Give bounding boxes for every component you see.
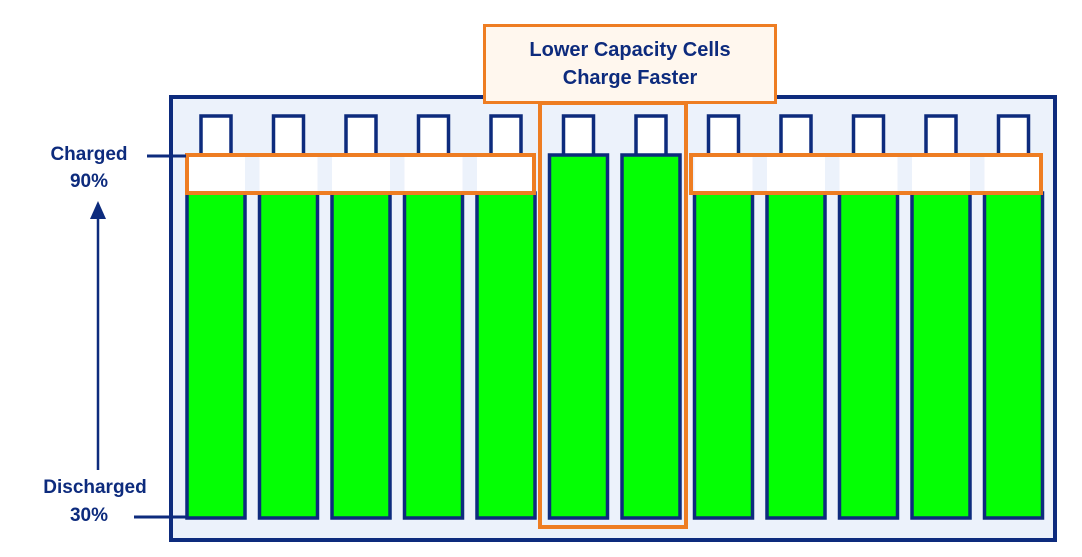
cell-terminal (924, 114, 958, 160)
battery-cell (547, 114, 610, 520)
cell-charge-fill (257, 191, 320, 520)
cell-charge-fill (547, 153, 610, 520)
battery-cell (837, 114, 900, 520)
cell-charge-fill (475, 191, 537, 520)
cell-terminal (851, 114, 886, 160)
cell-headroom (912, 155, 970, 193)
cell-charge-fill (910, 191, 972, 520)
callout-line-2: Charge Faster (562, 67, 698, 89)
callout-box: Lower Capacity Cells Charge Faster (483, 24, 777, 104)
cell-terminal (416, 114, 451, 160)
battery-cell (692, 114, 755, 520)
uncharged-gap-highlight-right (689, 153, 1043, 195)
battery-cell (475, 114, 537, 520)
cell-charge-fill (765, 191, 827, 520)
cell-headroom (477, 155, 535, 193)
battery-cell (982, 114, 1045, 520)
cell-terminal (706, 114, 741, 160)
battery-cell (402, 114, 465, 520)
battery-cell (330, 114, 392, 520)
cell-headroom (332, 155, 390, 193)
cell-headroom (984, 155, 1043, 193)
discharged-value: 30% (69, 505, 109, 526)
arrow-up-icon (90, 201, 106, 219)
cell-charge-fill (402, 191, 465, 520)
cell-headroom (694, 155, 753, 193)
cell-terminal (271, 114, 306, 160)
charged-value: 90% (69, 171, 109, 192)
battery-cell (765, 114, 827, 520)
battery-cell (910, 114, 972, 520)
discharged-label: Discharged (43, 477, 147, 498)
cell-terminal (199, 114, 233, 160)
charged-label: Charged (50, 144, 128, 165)
cell-headroom (259, 155, 318, 193)
cell-charge-fill (692, 191, 755, 520)
cell-headroom (404, 155, 463, 193)
cell-terminal (561, 114, 596, 160)
battery-cell (257, 114, 320, 520)
callout-line-1: Lower Capacity Cells (529, 39, 731, 61)
battery-cell (185, 114, 247, 520)
cell-headroom (767, 155, 825, 193)
cell-headroom (839, 155, 898, 193)
cell-terminal (634, 114, 668, 160)
cell-headroom (187, 155, 245, 193)
cell-terminal (996, 114, 1031, 160)
uncharged-gap-highlight-left (185, 153, 536, 195)
cell-terminal (779, 114, 813, 160)
cell-charge-fill (620, 153, 682, 520)
cell-charge-fill (185, 191, 247, 520)
cell-terminal (489, 114, 523, 160)
cell-charge-fill (837, 191, 900, 520)
cell-charge-fill (330, 191, 392, 520)
battery-cell (620, 114, 682, 520)
cell-terminal (344, 114, 378, 160)
cell-charge-fill (982, 191, 1045, 520)
